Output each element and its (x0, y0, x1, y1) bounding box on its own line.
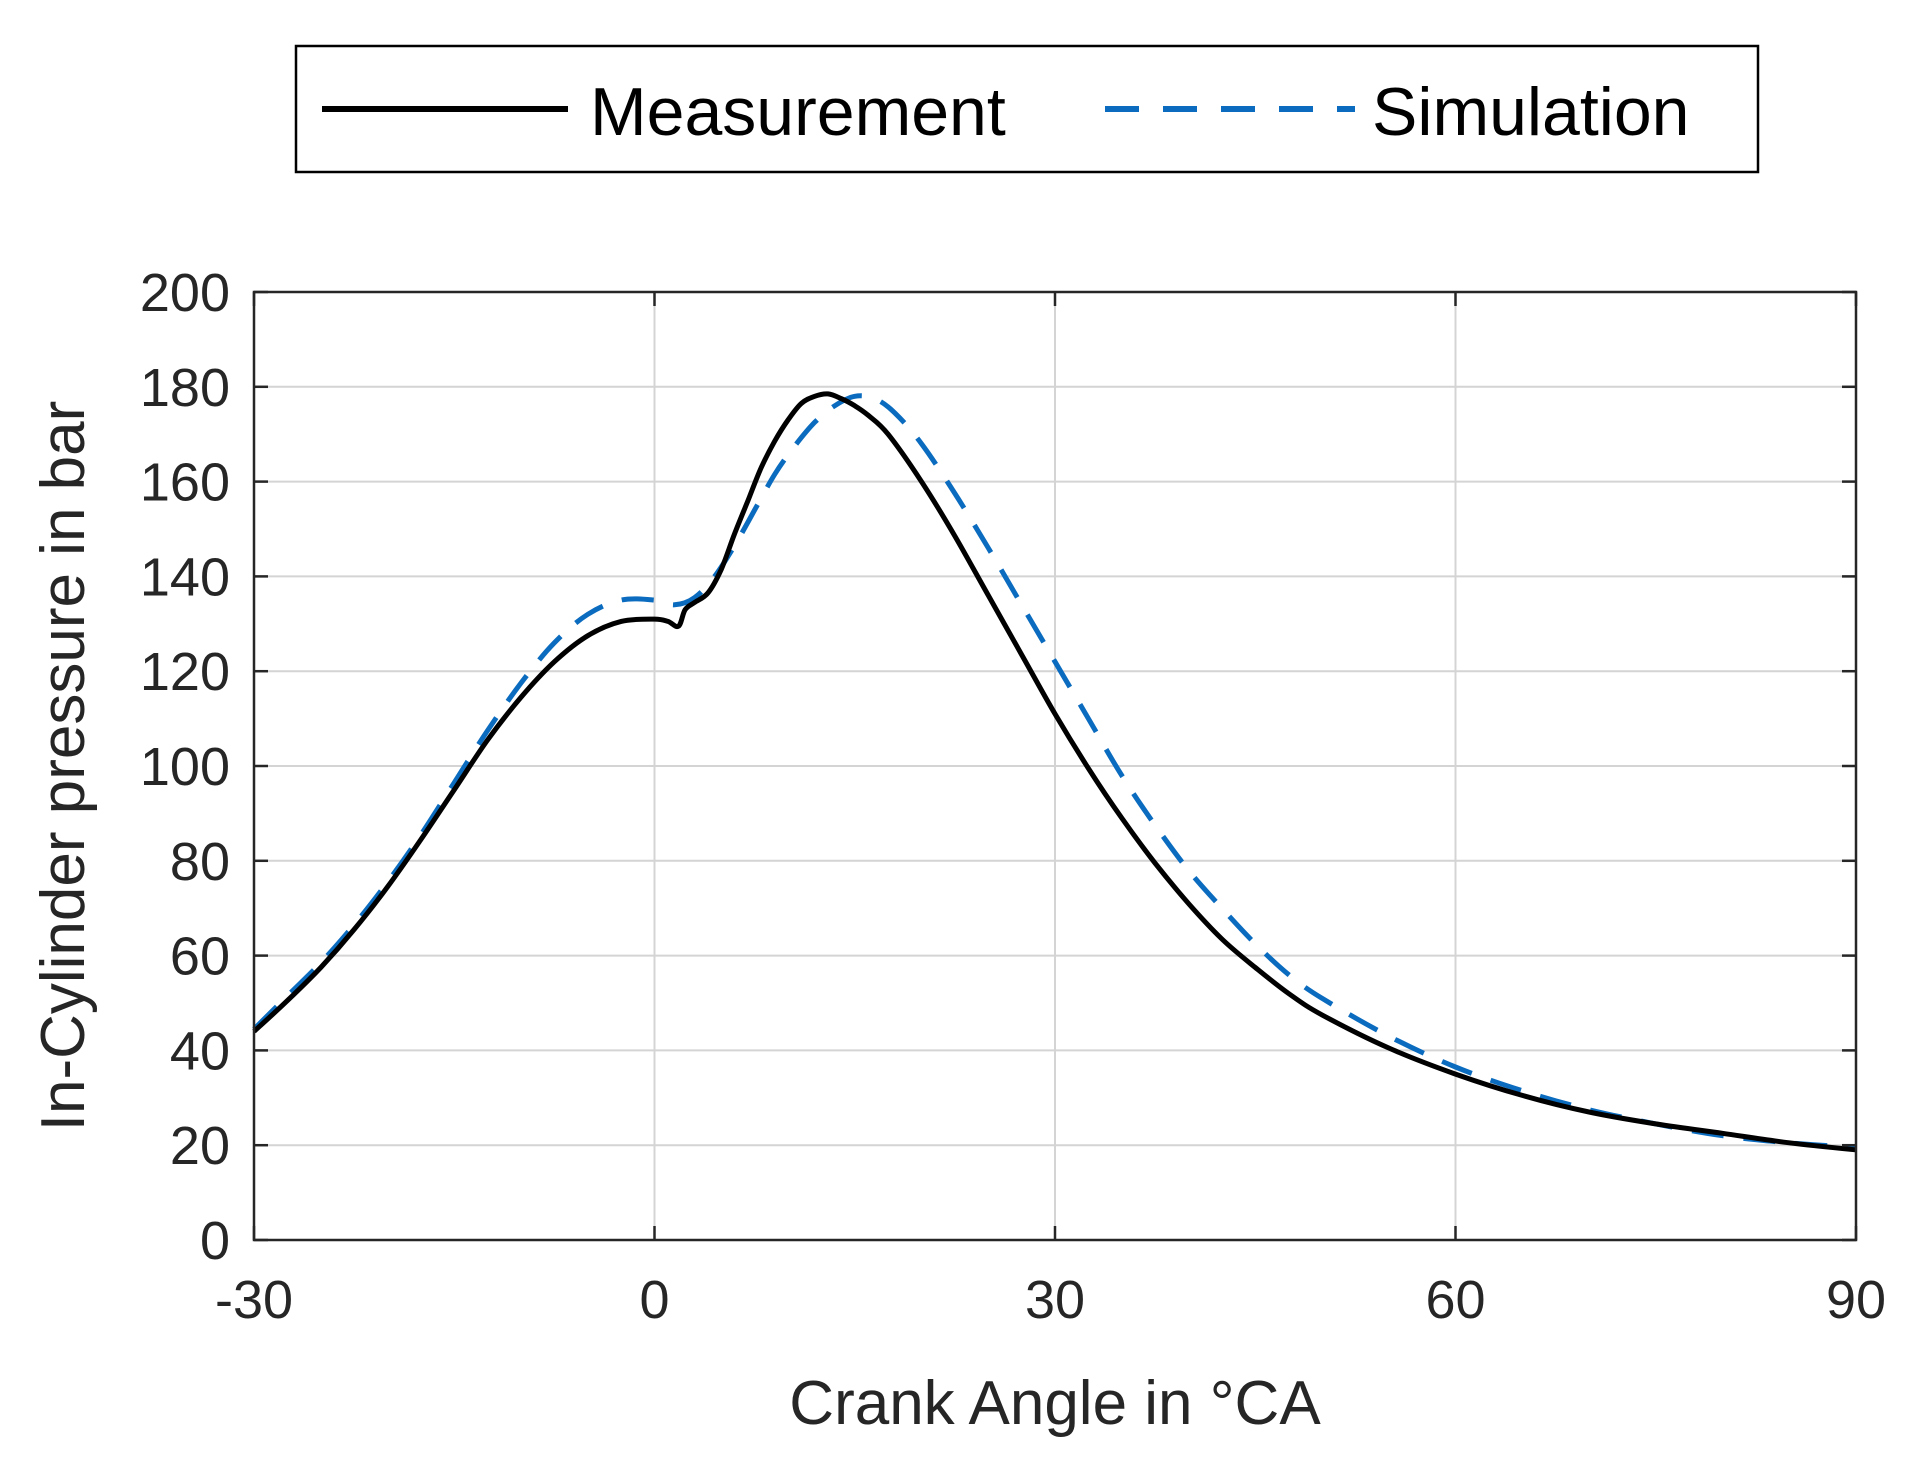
y-tick-label: 20 (170, 1116, 230, 1176)
y-axis-title: In-Cylinder pressure in bar (29, 401, 98, 1132)
y-tick-label: 60 (170, 927, 230, 987)
y-tick-label: 140 (140, 547, 230, 607)
x-tick-label: 30 (1025, 1270, 1085, 1330)
series-line-measurement (252, 391, 1857, 1153)
series-layer (252, 391, 1857, 1153)
y-tick-label: 80 (170, 832, 230, 892)
x-tick-label: 90 (1826, 1270, 1886, 1330)
legend-label-measurement: Measurement (590, 74, 1006, 150)
x-axis-tick-labels: -30 0 30 60 90 (215, 1270, 1886, 1330)
y-tick-label: 40 (170, 1021, 230, 1081)
plot-area (252, 290, 1858, 1242)
x-tick-label: -30 (215, 1270, 293, 1330)
grid (254, 292, 1856, 1240)
y-tick-label: 100 (140, 737, 230, 797)
x-axis-title: Crank Angle in °CA (789, 1369, 1321, 1438)
legend: Measurement Simulation (294, 44, 1760, 174)
axis-ticks (252, 290, 1858, 1242)
y-tick-label: 120 (140, 642, 230, 702)
legend-label-simulation: Simulation (1372, 74, 1690, 150)
y-axis-tick-labels: 0 20 40 60 80 100 120 140 160 180 200 (140, 263, 230, 1271)
series-line-simulation (252, 393, 1857, 1151)
x-tick-label: 60 (1425, 1270, 1485, 1330)
y-tick-label: 200 (140, 263, 230, 323)
y-tick-label: 160 (140, 453, 230, 513)
x-tick-label: 0 (639, 1270, 669, 1330)
y-tick-label: 0 (200, 1211, 230, 1271)
y-tick-label: 180 (140, 358, 230, 418)
